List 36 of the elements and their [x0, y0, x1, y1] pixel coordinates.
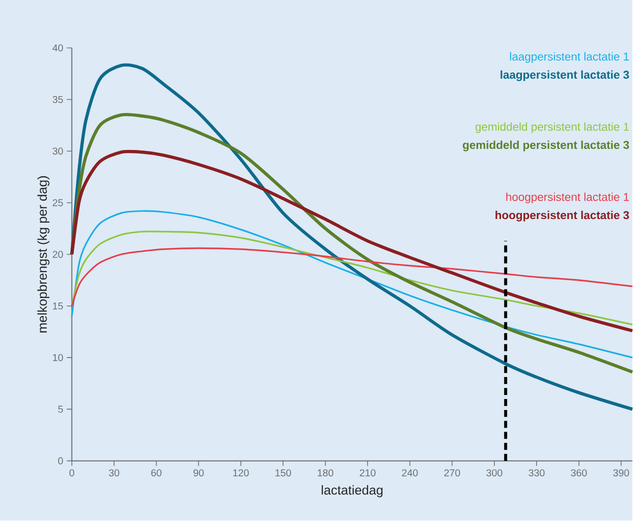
y-tick-label: 25	[52, 199, 63, 206]
line-series	[71, 230, 634, 326]
text: hoogpersistent lactatie 3	[496, 210, 629, 222]
line-series	[71, 248, 634, 307]
x-axis-title: lactatiedag	[322, 485, 383, 498]
y-tick-label: 30	[52, 148, 63, 155]
x-tick-label: 150	[276, 469, 291, 477]
x-tick-label: 60	[151, 469, 162, 477]
x-tick-label: 0	[69, 469, 74, 477]
x-tick-label: 30	[108, 469, 120, 477]
x-tick-label: 360	[570, 469, 587, 477]
y-tick-label: 5	[58, 406, 63, 413]
x-tick-label: 270	[444, 469, 460, 477]
y-tick-label: 20	[52, 250, 63, 258]
y-tick-label: 40	[52, 44, 63, 52]
line-series	[70, 150, 634, 332]
text: gemiddeld persistent lactatie 1	[476, 122, 629, 134]
x-tick-label: 390	[613, 469, 630, 477]
x-tick-label: 210	[360, 469, 376, 477]
y-tick-label: 15	[53, 302, 63, 310]
y-axis-title: melkopbrengst (kg per dag)	[37, 176, 50, 333]
x-tick-label: 90	[194, 469, 204, 477]
text: hoogpersistent lactatie 1	[506, 192, 629, 204]
y-tick-label: 35	[52, 96, 63, 104]
x-tick-label: 300	[486, 469, 502, 477]
x-tick-label: 180	[318, 469, 334, 477]
line-series	[71, 210, 634, 359]
x-tick-label: 330	[528, 469, 545, 477]
x-tick-label: 240	[402, 469, 418, 477]
line-series	[70, 64, 634, 411]
text: laagpersistent lactatie 3	[500, 70, 629, 82]
x-tick-label: 120	[233, 469, 249, 477]
text: gemiddeld persistent lactatie 3	[462, 140, 629, 152]
text: laagpersistent lactatie 1	[510, 52, 629, 63]
y-tick-label: 0	[58, 457, 63, 464]
y-tick-label: 10	[53, 354, 63, 362]
